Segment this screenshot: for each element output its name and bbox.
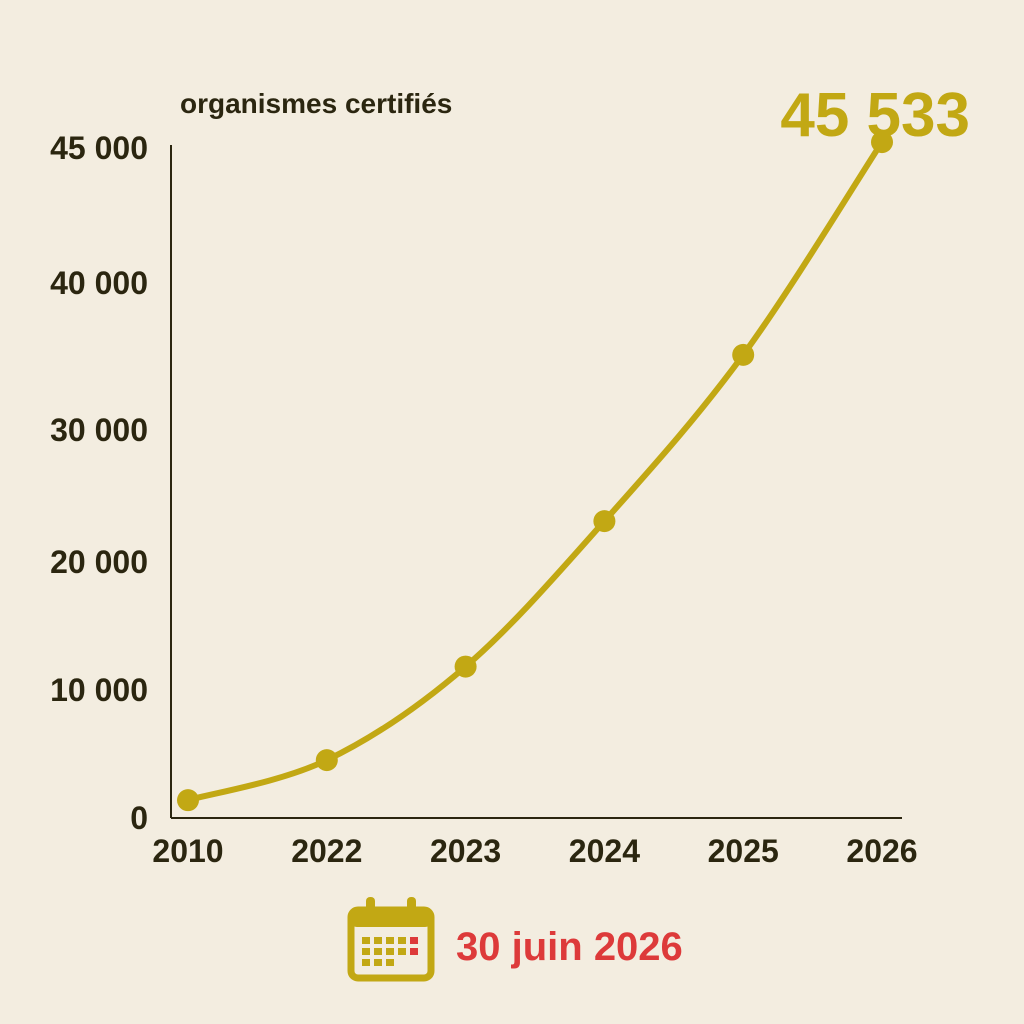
x-tick-label: 2022 [291,833,362,869]
calendar-cell [362,948,370,955]
calendar-cell [386,948,394,955]
y-tick-label: 45 000 [50,130,148,166]
calendar-cell [398,948,406,955]
calendar-cell [374,959,382,966]
x-tick-label: 2025 [708,833,779,869]
calendar-cell [410,948,418,955]
calendar-cell [362,959,370,966]
data-point [315,749,338,772]
y-tick-label: 40 000 [50,265,148,301]
calendar-cell [374,948,382,955]
calendar-cell [374,937,382,944]
y-axis-label: organismes certifiés [180,88,452,119]
x-tick-label: 2026 [846,833,917,869]
date-label: 30 juin 2026 [456,925,683,969]
data-point [871,131,893,154]
data-point [732,343,755,366]
data-points [177,131,893,812]
data-point [177,789,199,812]
x-tick-label: 2023 [430,833,501,869]
y-tick-label: 0 [130,800,148,836]
calendar-icon [347,897,435,982]
y-tick-label: 30 000 [50,412,148,448]
x-tick-label: 2010 [152,833,223,869]
x-ticks: 2010 2022 2023 2024 2025 2026 [152,833,917,869]
y-ticks: 0 10 000 20 000 30 000 40 000 45 000 [50,130,148,836]
calendar-cell [362,937,370,944]
calendar-cell [386,959,394,966]
calendar-cell [398,937,406,944]
calendar-cell [410,937,418,944]
y-tick-label: 10 000 [50,672,148,708]
series-line [185,139,885,804]
calendar-cell [386,937,394,944]
data-point [454,655,477,678]
y-tick-label: 20 000 [50,544,148,580]
x-tick-label: 2024 [569,833,640,869]
data-point [593,510,616,533]
